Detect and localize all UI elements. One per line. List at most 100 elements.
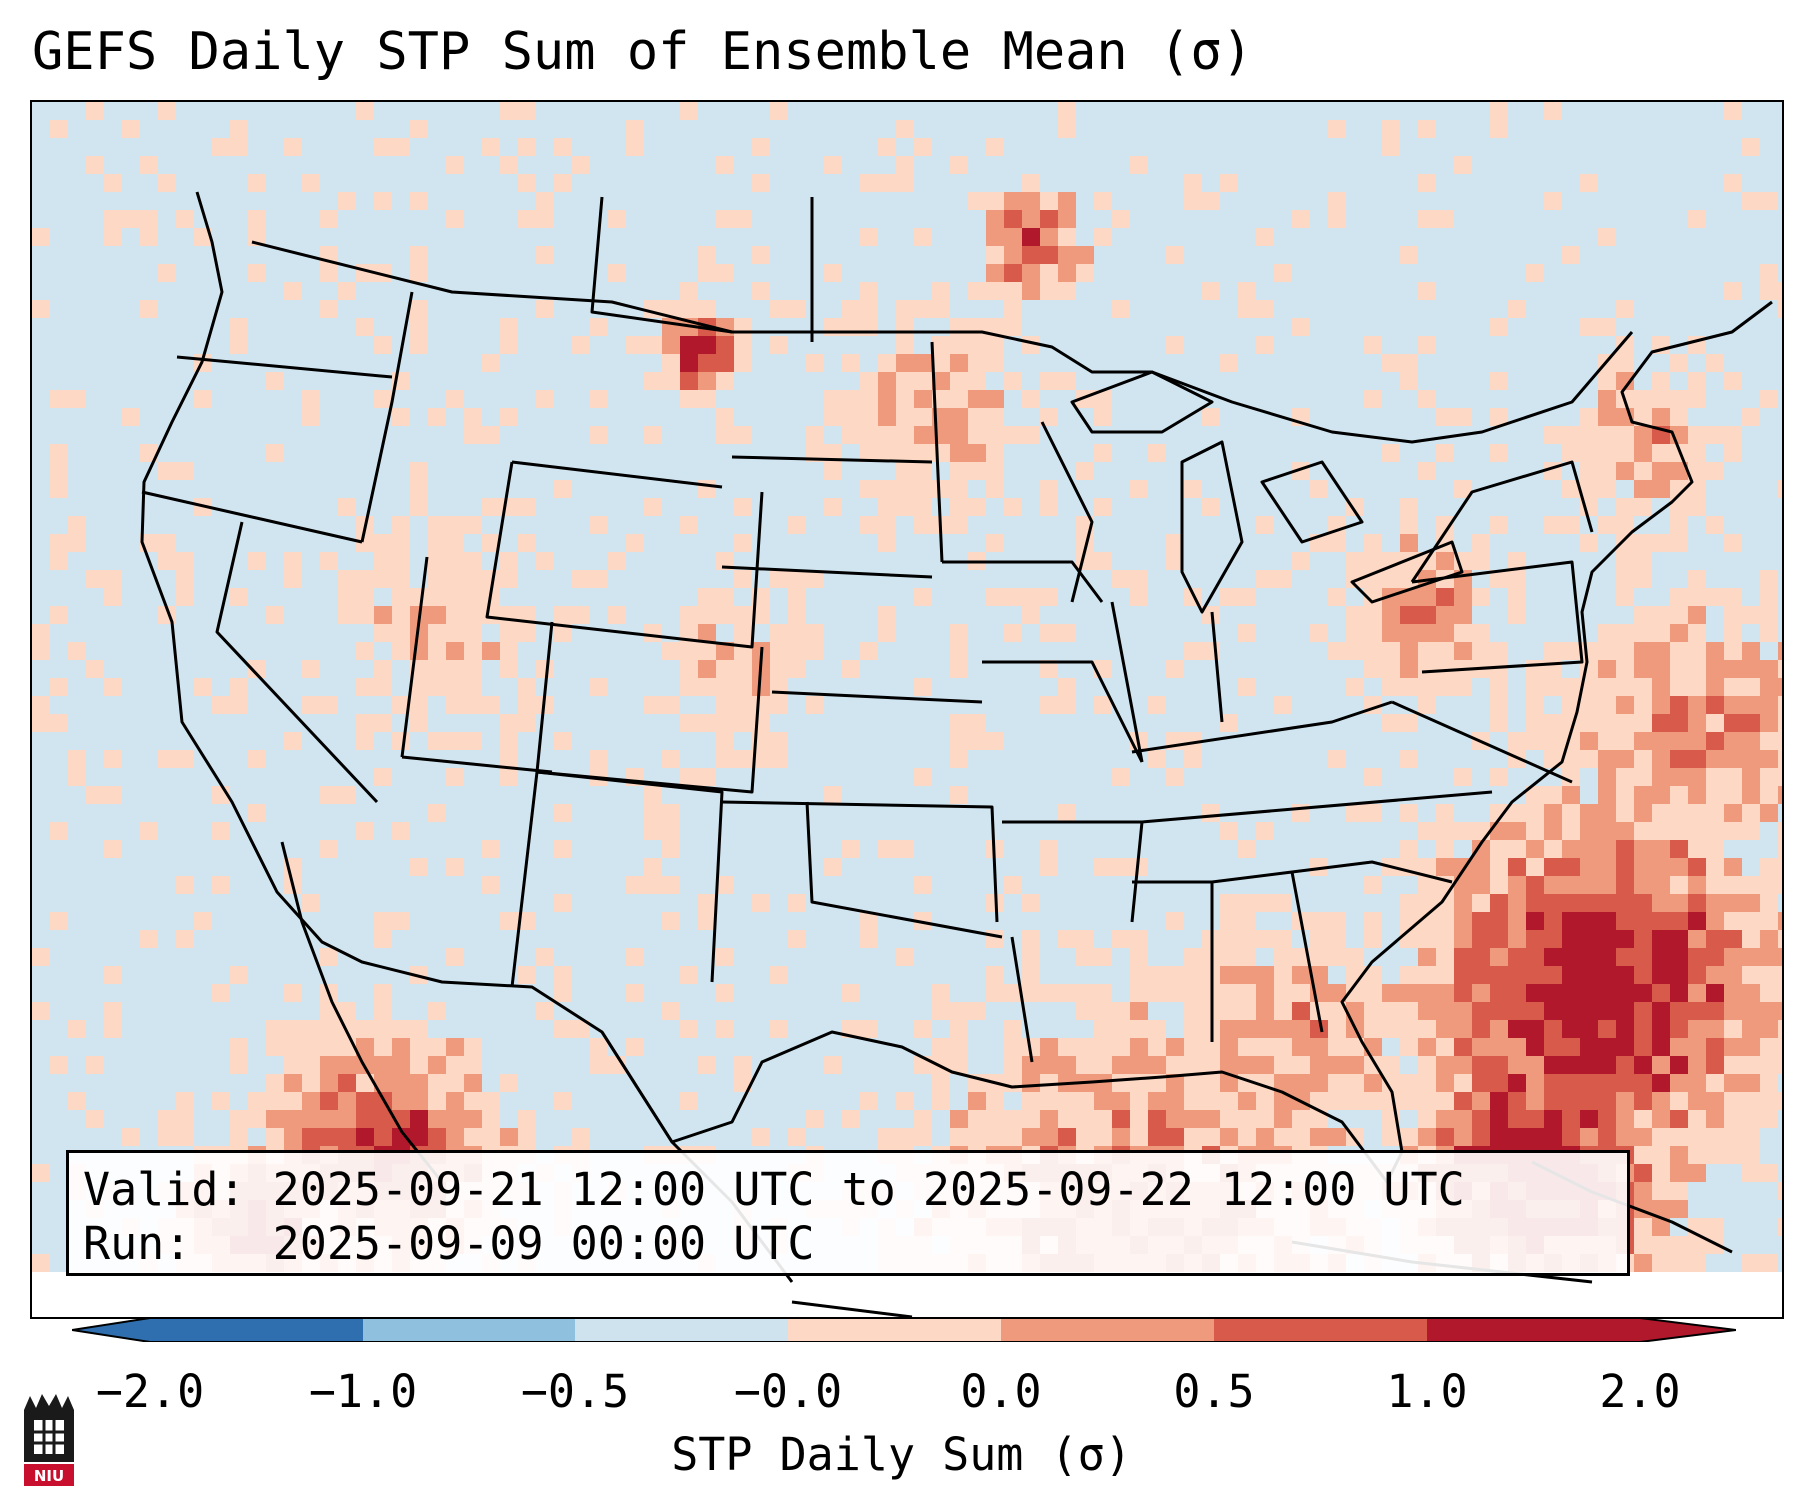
stp-cell [428,588,446,606]
stp-cell [356,678,374,696]
stp-cell [1490,930,1508,948]
stp-cell [986,1110,1004,1128]
stp-cell [1634,552,1652,570]
stp-cell [1040,498,1058,516]
stp-cell [1580,174,1598,192]
stp-cell [626,876,644,894]
stp-cell [1670,1002,1688,1020]
stp-cell [1670,642,1688,660]
stp-cell [230,1128,248,1146]
stp-cell [1490,876,1508,894]
stp-cell [1274,894,1292,912]
stp-cell [1652,732,1670,750]
stp-cell [770,750,788,768]
stp-cell [1544,966,1562,984]
stp-cell [1562,768,1580,786]
stp-cell [104,840,122,858]
stp-cell [752,246,770,264]
stp-cell [1580,822,1598,840]
stp-cell [50,822,68,840]
stp-cell [536,552,554,570]
stp-cell [1562,876,1580,894]
stp-cell [1436,1038,1454,1056]
stp-cell [1436,912,1454,930]
stp-cell [1634,804,1652,822]
stp-cell [464,1128,482,1146]
stp-cell [464,660,482,678]
stp-cell [932,1002,950,1020]
stp-cell [1652,372,1670,390]
stp-cell [1634,570,1652,588]
stp-cell [374,1020,392,1038]
stp-cell [482,1110,500,1128]
stp-cell [716,336,734,354]
stp-cell [446,210,464,228]
stp-cell [500,552,518,570]
stp-cell [752,174,770,192]
stp-cell [842,408,860,426]
stp-cell [1688,858,1706,876]
stp-cell [392,624,410,642]
stp-cell [1760,750,1778,768]
stp-cell [320,210,338,228]
stp-cell [1220,822,1238,840]
stp-cell [1544,714,1562,732]
stp-cell [1292,552,1310,570]
stp-cell [1526,804,1544,822]
stp-cell [482,840,500,858]
stp-cell [878,372,896,390]
stp-cell [1598,804,1616,822]
stp-cell [1418,1110,1436,1128]
stp-cell [914,354,932,372]
stp-cell [1220,174,1238,192]
stp-cell [1094,408,1112,426]
stp-cell [572,336,590,354]
stp-cell [1094,1020,1112,1038]
stp-cell [1310,1020,1328,1038]
stp-cell [1058,246,1076,264]
stp-cell [1490,642,1508,660]
stp-cell [1688,210,1706,228]
stp-cell [482,354,500,372]
stp-cell [1328,192,1346,210]
stp-cell [914,876,932,894]
stp-cell [1634,840,1652,858]
stp-cell [1004,300,1022,318]
stp-cell [1724,750,1742,768]
stp-cell [626,534,644,552]
stp-cell [1562,1092,1580,1110]
stp-cell [410,264,428,282]
stp-cell [1724,1146,1742,1164]
stp-cell [338,1110,356,1128]
stp-cell [1364,606,1382,624]
stp-cell [1238,894,1256,912]
stp-cell [1562,750,1580,768]
stp-cell [68,534,86,552]
stp-cell [320,264,338,282]
stp-cell [806,642,824,660]
stp-cell [1670,1038,1688,1056]
stp-cell [1274,1038,1292,1056]
stp-cell [1094,948,1112,966]
stp-cell [1508,912,1526,930]
stp-cell [1688,1128,1706,1146]
stp-cell [410,1092,428,1110]
stp-cell [1580,1038,1598,1056]
stp-cell [374,678,392,696]
stp-cell [896,390,914,408]
stp-cell [914,516,932,534]
stp-cell [572,1128,590,1146]
border-va [1391,700,1573,784]
stp-cell [284,984,302,1002]
stp-cell [518,624,536,642]
stp-cell [1634,930,1652,948]
stp-cell [608,606,626,624]
stp-cell [1544,426,1562,444]
stp-cell [1508,840,1526,858]
stp-cell [176,1092,194,1110]
stp-cell [302,390,320,408]
stp-cell [1616,354,1634,372]
stp-cell [1598,966,1616,984]
stp-cell [68,1092,86,1110]
stp-cell [1670,1128,1688,1146]
